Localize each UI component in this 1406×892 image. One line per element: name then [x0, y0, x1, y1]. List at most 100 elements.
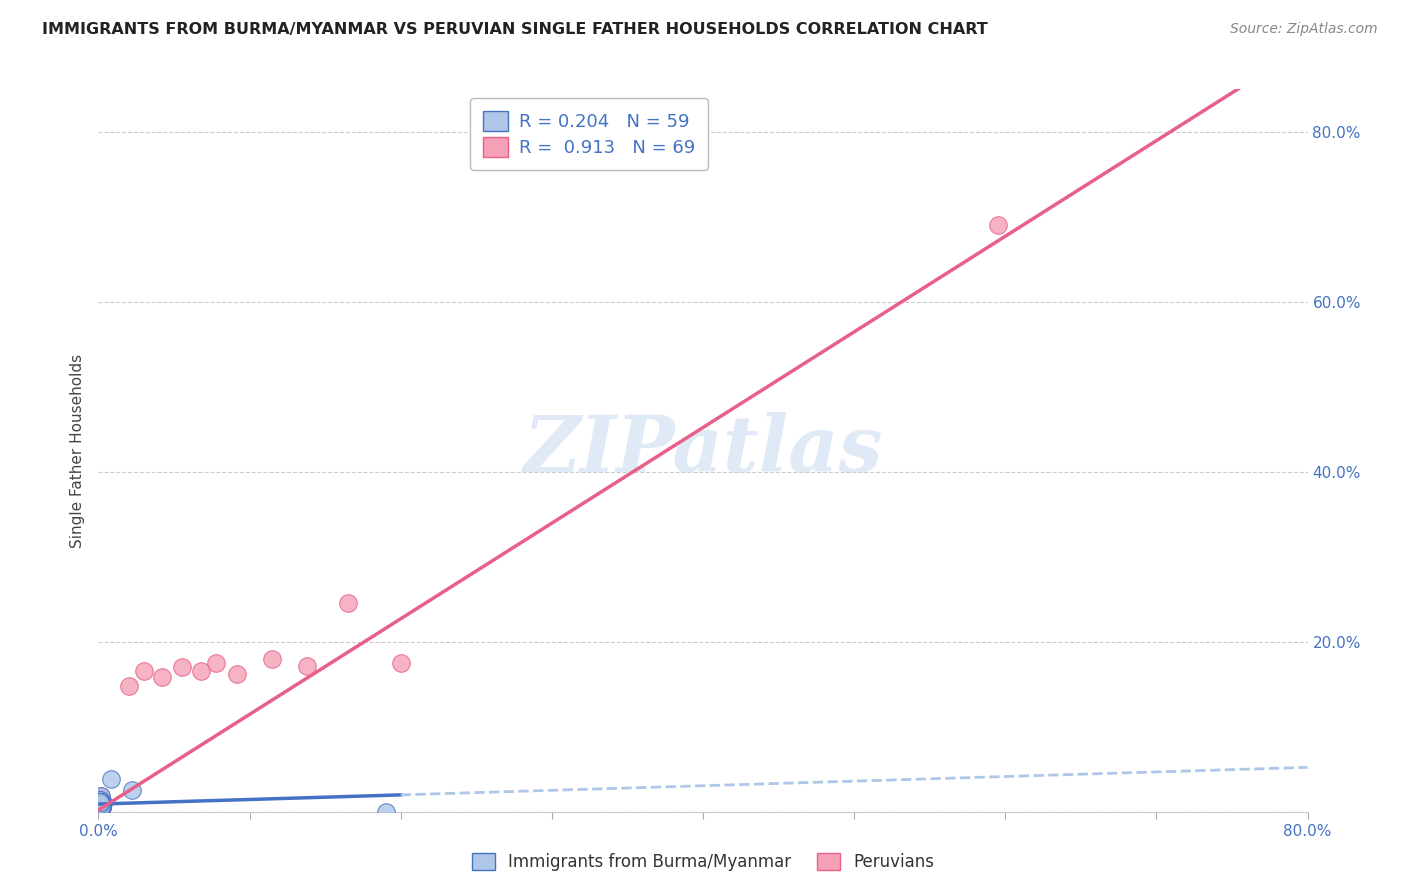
Point [89, 797, 111, 812]
Point [91, 797, 114, 812]
Point [89, 799, 111, 814]
Point [89, 793, 111, 807]
Legend: Immigrants from Burma/Myanmar, Peruvians: Immigrants from Burma/Myanmar, Peruvians [464, 845, 942, 880]
Point [89, 793, 111, 807]
Point [89, 795, 111, 809]
Point [89, 792, 111, 806]
Point [90, 797, 112, 812]
Point [90, 800, 112, 814]
Point [100, 772, 122, 787]
Point [90, 799, 112, 814]
Point [89, 795, 111, 809]
Point [90, 797, 112, 812]
Point [89, 797, 111, 811]
Point [150, 670, 173, 684]
Point [91, 800, 114, 814]
Legend: R = 0.204   N = 59, R =  0.913   N = 69: R = 0.204 N = 59, R = 0.913 N = 69 [470, 98, 707, 169]
Point [89, 797, 111, 812]
Point [91, 796, 114, 810]
Point [89, 797, 111, 811]
Point [89, 797, 111, 811]
Point [89, 800, 111, 814]
Point [90, 800, 112, 814]
Text: ZIPatlas: ZIPatlas [523, 412, 883, 489]
Point [89, 800, 111, 814]
Point [89, 797, 111, 811]
Point [89, 800, 111, 814]
Point [389, 656, 412, 670]
Point [121, 783, 143, 797]
Point [89, 799, 111, 814]
Point [91, 800, 114, 814]
Point [89, 795, 111, 809]
Point [89, 793, 111, 807]
Point [89, 797, 111, 811]
Point [89, 797, 111, 811]
Point [89, 797, 111, 812]
Point [90, 799, 112, 814]
Point [89, 797, 111, 811]
Point [90, 797, 112, 812]
Point [90, 795, 112, 809]
Point [90, 800, 112, 814]
Point [90, 800, 112, 814]
Point [89, 797, 111, 811]
Point [90, 800, 112, 814]
Point [90, 797, 112, 812]
Point [89, 795, 111, 809]
Point [90, 800, 112, 814]
Point [90, 795, 112, 809]
Point [90, 799, 112, 814]
Point [89, 793, 111, 807]
Point [89, 796, 111, 810]
Point [90, 797, 112, 812]
Point [987, 218, 1010, 232]
Point [90, 799, 112, 814]
Point [90, 789, 112, 804]
Point [89, 795, 111, 809]
Point [89, 795, 111, 809]
Point [91, 798, 114, 813]
Point [90, 796, 112, 810]
Point [89, 796, 111, 810]
Point [262, 651, 284, 665]
Point [89, 797, 111, 811]
Point [90, 800, 112, 814]
Point [89, 797, 111, 811]
Point [336, 597, 359, 611]
Point [90, 799, 112, 814]
Point [91, 798, 114, 813]
Point [89, 797, 111, 812]
Point [295, 658, 318, 673]
Point [89, 797, 111, 812]
Point [89, 795, 111, 809]
Point [90, 800, 112, 814]
Point [89, 799, 111, 814]
Point [89, 795, 111, 809]
Point [90, 789, 112, 804]
Point [89, 794, 111, 808]
Point [89, 798, 111, 813]
Point [90, 797, 112, 811]
Point [90, 799, 112, 814]
Point [90, 800, 112, 814]
Point [89, 797, 111, 811]
Point [91, 797, 114, 812]
Point [90, 799, 112, 814]
Point [89, 797, 111, 811]
Point [374, 805, 396, 819]
Point [90, 795, 112, 809]
Point [170, 660, 193, 674]
Point [89, 792, 111, 806]
Point [90, 799, 112, 814]
Point [90, 795, 112, 809]
Text: IMMIGRANTS FROM BURMA/MYANMAR VS PERUVIAN SINGLE FATHER HOUSEHOLDS CORRELATION C: IMMIGRANTS FROM BURMA/MYANMAR VS PERUVIA… [42, 22, 988, 37]
Point [132, 665, 155, 679]
Point [89, 797, 111, 812]
Point [89, 795, 111, 809]
Y-axis label: Single Father Households: Single Father Households [69, 353, 84, 548]
Point [89, 797, 111, 811]
Point [90, 799, 112, 814]
Point [90, 797, 112, 812]
Point [90, 799, 112, 814]
